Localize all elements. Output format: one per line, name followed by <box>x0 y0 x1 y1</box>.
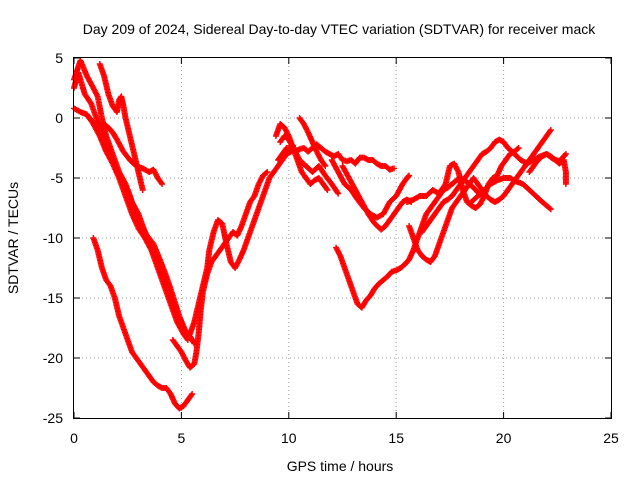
x-tick-label: 15 <box>388 430 404 446</box>
data-point <box>139 187 146 193</box>
data-point <box>391 165 398 172</box>
data-point <box>562 151 569 157</box>
y-tick-label: -10 <box>43 230 63 246</box>
series-track-11 <box>272 121 331 193</box>
plot-frame <box>73 57 612 419</box>
y-tick-label: -15 <box>43 290 63 306</box>
series-track-17 <box>406 127 554 265</box>
data-point <box>188 392 195 399</box>
series-track-16 <box>403 145 522 211</box>
series-track-8 <box>186 145 299 337</box>
data-point <box>406 172 413 179</box>
x-tick-label: 20 <box>496 430 512 446</box>
y-axis-label: SDTVAR / TECUs <box>5 182 21 294</box>
data-point <box>159 181 166 187</box>
grid <box>74 58 611 418</box>
data-point <box>547 206 554 213</box>
series-track-19 <box>468 175 554 213</box>
x-tick-label: 10 <box>281 430 297 446</box>
series-track-21 <box>511 151 569 167</box>
series-track-18 <box>418 136 516 235</box>
data-point <box>158 179 165 186</box>
data-point <box>321 161 328 168</box>
y-tick-label: -20 <box>43 350 63 366</box>
x-axis-label: GPS time / hours <box>287 458 394 474</box>
data-point <box>546 205 553 212</box>
data-point <box>335 190 342 197</box>
y-tick-label: 5 <box>55 50 63 66</box>
data-point <box>515 145 522 151</box>
data-point <box>547 127 554 133</box>
data-point <box>324 187 331 193</box>
x-tick-label: 0 <box>70 430 78 446</box>
chart-title: Day 209 of 2024, Sidereal Day-to-day VTE… <box>83 21 596 37</box>
data-point <box>184 337 191 343</box>
axis-ticks: 0 5 10 15 20 25 5 0 -5 -10 -15 -20 -25 <box>43 50 619 446</box>
data-point <box>189 391 196 397</box>
data-point <box>323 185 330 192</box>
data-point <box>508 147 515 154</box>
data-point <box>322 163 329 169</box>
data-point <box>546 128 553 135</box>
series-track-7 <box>169 169 271 371</box>
y-tick-label: 0 <box>55 110 63 126</box>
data-point <box>334 189 341 196</box>
data-layer <box>71 57 569 412</box>
y-tick-label: -25 <box>43 410 63 426</box>
data-point <box>264 169 271 175</box>
data-point <box>514 145 521 152</box>
data-point <box>561 152 568 159</box>
data-point <box>263 169 270 176</box>
data-point <box>183 335 190 342</box>
series-track-12 <box>296 115 329 169</box>
y-tick-label: -5 <box>51 170 64 186</box>
series-track-5 <box>96 61 146 193</box>
series-track-3 <box>71 105 191 343</box>
x-tick-label: 5 <box>178 430 186 446</box>
data-point <box>405 173 412 180</box>
series-track-14 <box>339 163 415 233</box>
x-tick-label: 25 <box>603 430 619 446</box>
series-track-6 <box>90 235 196 412</box>
data-point <box>562 181 569 187</box>
